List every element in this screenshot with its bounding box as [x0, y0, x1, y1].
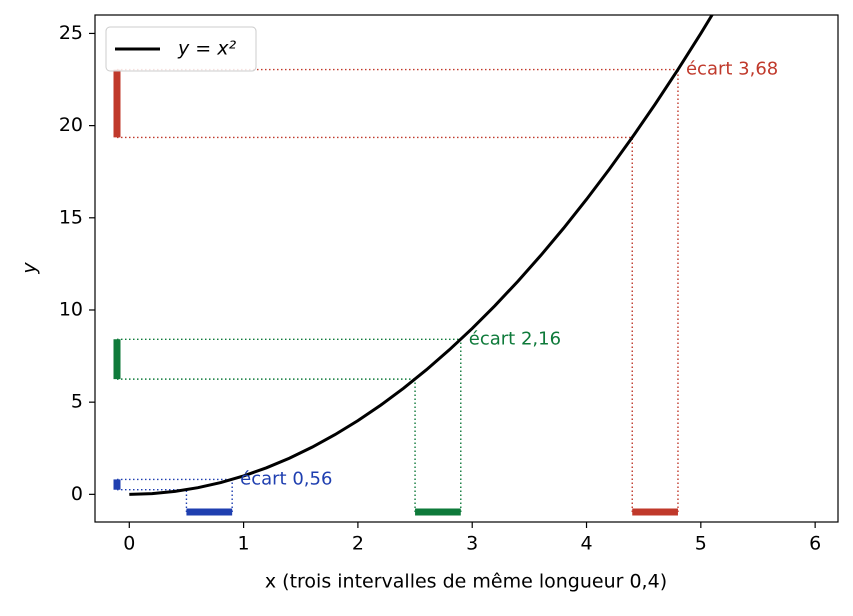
x-tick-label: 3: [466, 533, 478, 555]
y-axis-label: y: [19, 262, 41, 275]
y-tick-label: 0: [71, 483, 83, 505]
y-tick-label: 25: [59, 22, 83, 44]
x-axis-label: x (trois intervalles de même longueur 0,…: [265, 571, 667, 593]
spread-label: écart 2,16: [469, 328, 561, 349]
y-tick-label: 5: [71, 391, 83, 413]
y-tick-label: 10: [59, 298, 83, 320]
x-tick-label: 4: [580, 533, 592, 555]
plot-frame: [94, 14, 839, 523]
y-tick-label: 20: [59, 114, 83, 136]
x-tick-label: 2: [352, 533, 364, 555]
y-tick-label: 15: [59, 206, 83, 228]
curve: [129, 15, 714, 496]
spread-label: écart 0,56: [240, 468, 332, 489]
plot-area: [113, 15, 714, 516]
x-tick-label: 5: [695, 533, 707, 555]
x-tick-label: 0: [123, 533, 135, 555]
x-tick-label: 6: [809, 533, 821, 555]
x-tick-label: 1: [238, 533, 250, 555]
legend-box: [105, 26, 257, 72]
spread-label: écart 3,68: [686, 59, 778, 80]
legend-label: y = x²: [177, 38, 236, 60]
